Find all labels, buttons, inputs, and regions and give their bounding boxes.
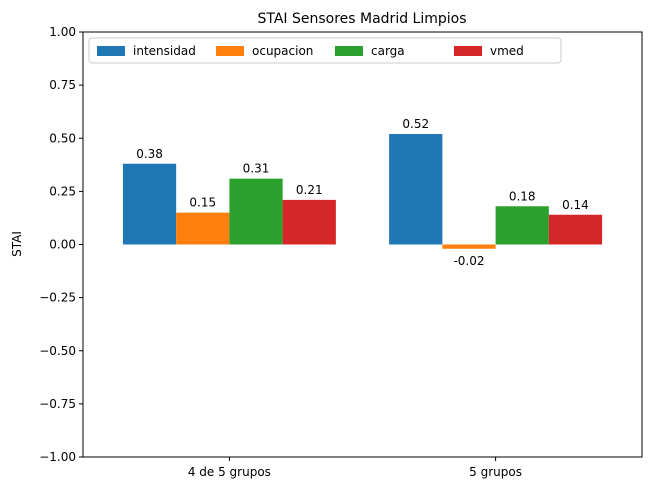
bar-value-label: -0.02	[453, 254, 484, 268]
bars-group: 0.38 0.52 0.15 -0.02 0.31 0.18 0.21 0.14	[122, 117, 603, 268]
bar-ocupacion	[176, 212, 230, 245]
legend-swatch-carga	[335, 46, 363, 56]
y-tick-label: 1.00	[49, 25, 76, 39]
bar-intensidad	[389, 134, 443, 245]
legend-label-carga: carga	[371, 44, 405, 58]
bar-value-label: 0.38	[136, 147, 163, 161]
y-tick-label: −1.00	[39, 450, 76, 464]
bar-carga	[495, 206, 549, 245]
legend-box	[88, 37, 562, 64]
chart-title: STAI Sensores Madrid Limpios	[257, 11, 466, 27]
bar-vmed	[282, 199, 336, 245]
y-tick-label: −0.50	[39, 344, 76, 358]
y-tick-label: 0.50	[49, 131, 76, 145]
legend-swatch-vmed	[454, 46, 482, 56]
bar-value-label: 0.18	[509, 189, 536, 203]
bar-value-label: 0.14	[562, 198, 589, 212]
y-tick-label: 0.00	[49, 238, 76, 252]
y-tick-label: 0.75	[49, 78, 76, 92]
bar-intensidad	[122, 163, 177, 245]
bar-vmed	[548, 214, 603, 245]
y-tick-label: 0.25	[49, 184, 76, 198]
x-tick-label: 5 grupos	[469, 465, 522, 479]
bar-value-label: 0.31	[243, 162, 270, 176]
x-tick-label: 4 de 5 grupos	[188, 465, 271, 479]
bar-carga	[229, 178, 283, 245]
legend-swatch-ocupacion	[216, 46, 244, 56]
bar-ocupacion	[442, 244, 496, 249]
plot-frame	[82, 31, 643, 458]
legend-swatch-intensidad	[97, 46, 125, 56]
y-ticks: −1.00 −0.75 −0.50 −0.25 0.00 0.25 0.50 0.75 1.00	[39, 25, 83, 464]
x-ticks: 4 de 5 grupos 5 grupos	[188, 457, 522, 479]
bar-value-label: 0.21	[296, 183, 323, 197]
y-axis-label: STAI	[10, 231, 24, 257]
legend-label-ocupacion: ocupacion	[252, 44, 313, 58]
legend: intensidad ocupacion carga vmed	[88, 37, 562, 64]
bar-value-label: 0.15	[189, 196, 216, 210]
bar-value-label: 0.52	[402, 117, 429, 131]
legend-label-vmed: vmed	[490, 44, 524, 58]
legend-label-intensidad: intensidad	[133, 44, 196, 58]
y-tick-label: −0.25	[39, 291, 76, 305]
y-tick-label: −0.75	[39, 397, 76, 411]
